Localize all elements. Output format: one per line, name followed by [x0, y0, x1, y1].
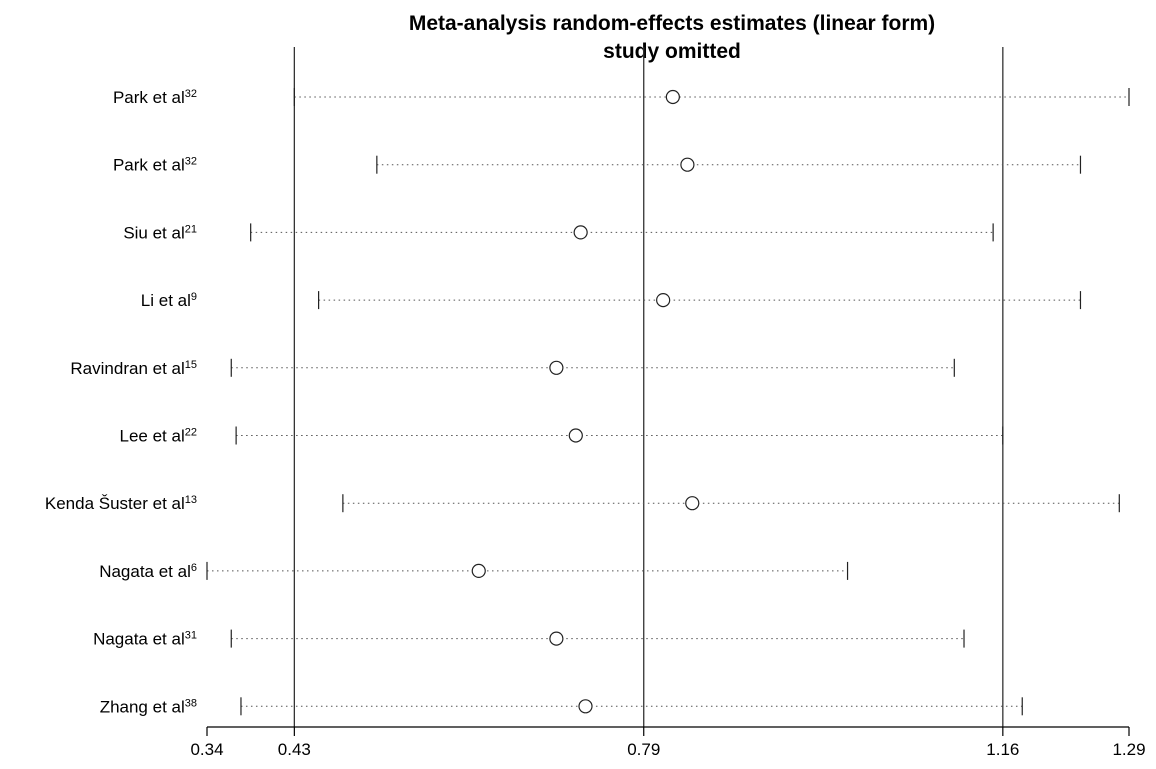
x-axis: 0.34 0.43 0.79 1.16 1.29	[190, 726, 1146, 759]
study-row: Kenda Šuster et al13	[45, 494, 1120, 513]
study-row: Nagata et al6	[99, 561, 849, 581]
x-tick-label: 0.79	[627, 740, 660, 759]
study-reference-number: 32	[185, 88, 197, 100]
point-estimate-marker	[665, 89, 680, 105]
point-estimate-marker	[573, 225, 588, 240]
study-name: Nagata et al	[99, 562, 191, 581]
chart-title-line-1: Meta-analysis random-effects estimates (…	[409, 12, 935, 35]
study-name: Nagata et al	[93, 630, 185, 649]
study-reference-number: 31	[185, 630, 197, 642]
study-reference-number: 32	[185, 156, 197, 168]
study-reference-number: 6	[191, 562, 197, 574]
study-row: Siu et al21	[123, 223, 994, 242]
study-name: Kenda Šuster et al	[45, 494, 185, 513]
x-tick-label: 0.34	[190, 740, 223, 759]
study-reference-number: 15	[185, 359, 197, 371]
study-name: Zhang et al	[100, 697, 185, 716]
study-reference-number: 13	[185, 494, 197, 506]
study-label: Lee et al22	[120, 427, 197, 446]
study-label: Li et al9	[141, 291, 197, 310]
study-name: Li et al	[141, 291, 191, 310]
study-name: Ravindran et al	[70, 359, 184, 378]
study-name: Siu et al	[123, 223, 184, 242]
study-label: Park et al32	[113, 88, 197, 107]
study-label: Nagata et al31	[93, 630, 197, 649]
study-name: Lee et al	[120, 427, 185, 446]
reference-lines	[293, 47, 1004, 727]
point-estimate-marker	[680, 157, 695, 172]
study-row: Zhang et al38	[100, 697, 1023, 716]
point-estimate-marker	[568, 428, 583, 443]
study-reference-number: 9	[191, 291, 197, 303]
study-label: Park et al32	[113, 156, 197, 175]
study-reference-number: 21	[185, 223, 197, 235]
point-estimate-marker	[685, 496, 700, 511]
study-label: Siu et al21	[123, 223, 197, 242]
x-tick-label: 1.29	[1112, 740, 1145, 759]
x-tick-label: 1.16	[986, 740, 1019, 759]
study-row: Park et al32	[113, 155, 1082, 175]
study-reference-number: 22	[185, 427, 197, 439]
study-label: Kenda Šuster et al13	[45, 494, 197, 513]
study-label: Ravindran et al15	[70, 359, 197, 378]
study-label: Zhang et al38	[100, 697, 197, 716]
point-estimate-marker	[656, 293, 671, 308]
study-row: Lee et al22	[120, 426, 1004, 446]
point-estimate-marker	[578, 699, 593, 714]
point-estimate-marker	[549, 631, 564, 646]
study-row: Nagata et al31	[93, 629, 965, 649]
study-name: Park et al	[113, 88, 185, 107]
study-name: Park et al	[113, 156, 185, 175]
study-row: Ravindran et al15	[70, 358, 955, 378]
point-estimate-marker	[549, 360, 564, 375]
study-reference-number: 38	[185, 697, 197, 709]
chart-title-line-2: study omitted	[603, 40, 741, 63]
study-row: Li et al9	[141, 291, 1082, 310]
point-estimate-marker	[471, 563, 486, 579]
study-row: Park et al32	[113, 88, 1130, 107]
study-label: Nagata et al6	[99, 562, 197, 581]
x-tick-label: 0.43	[278, 740, 311, 759]
